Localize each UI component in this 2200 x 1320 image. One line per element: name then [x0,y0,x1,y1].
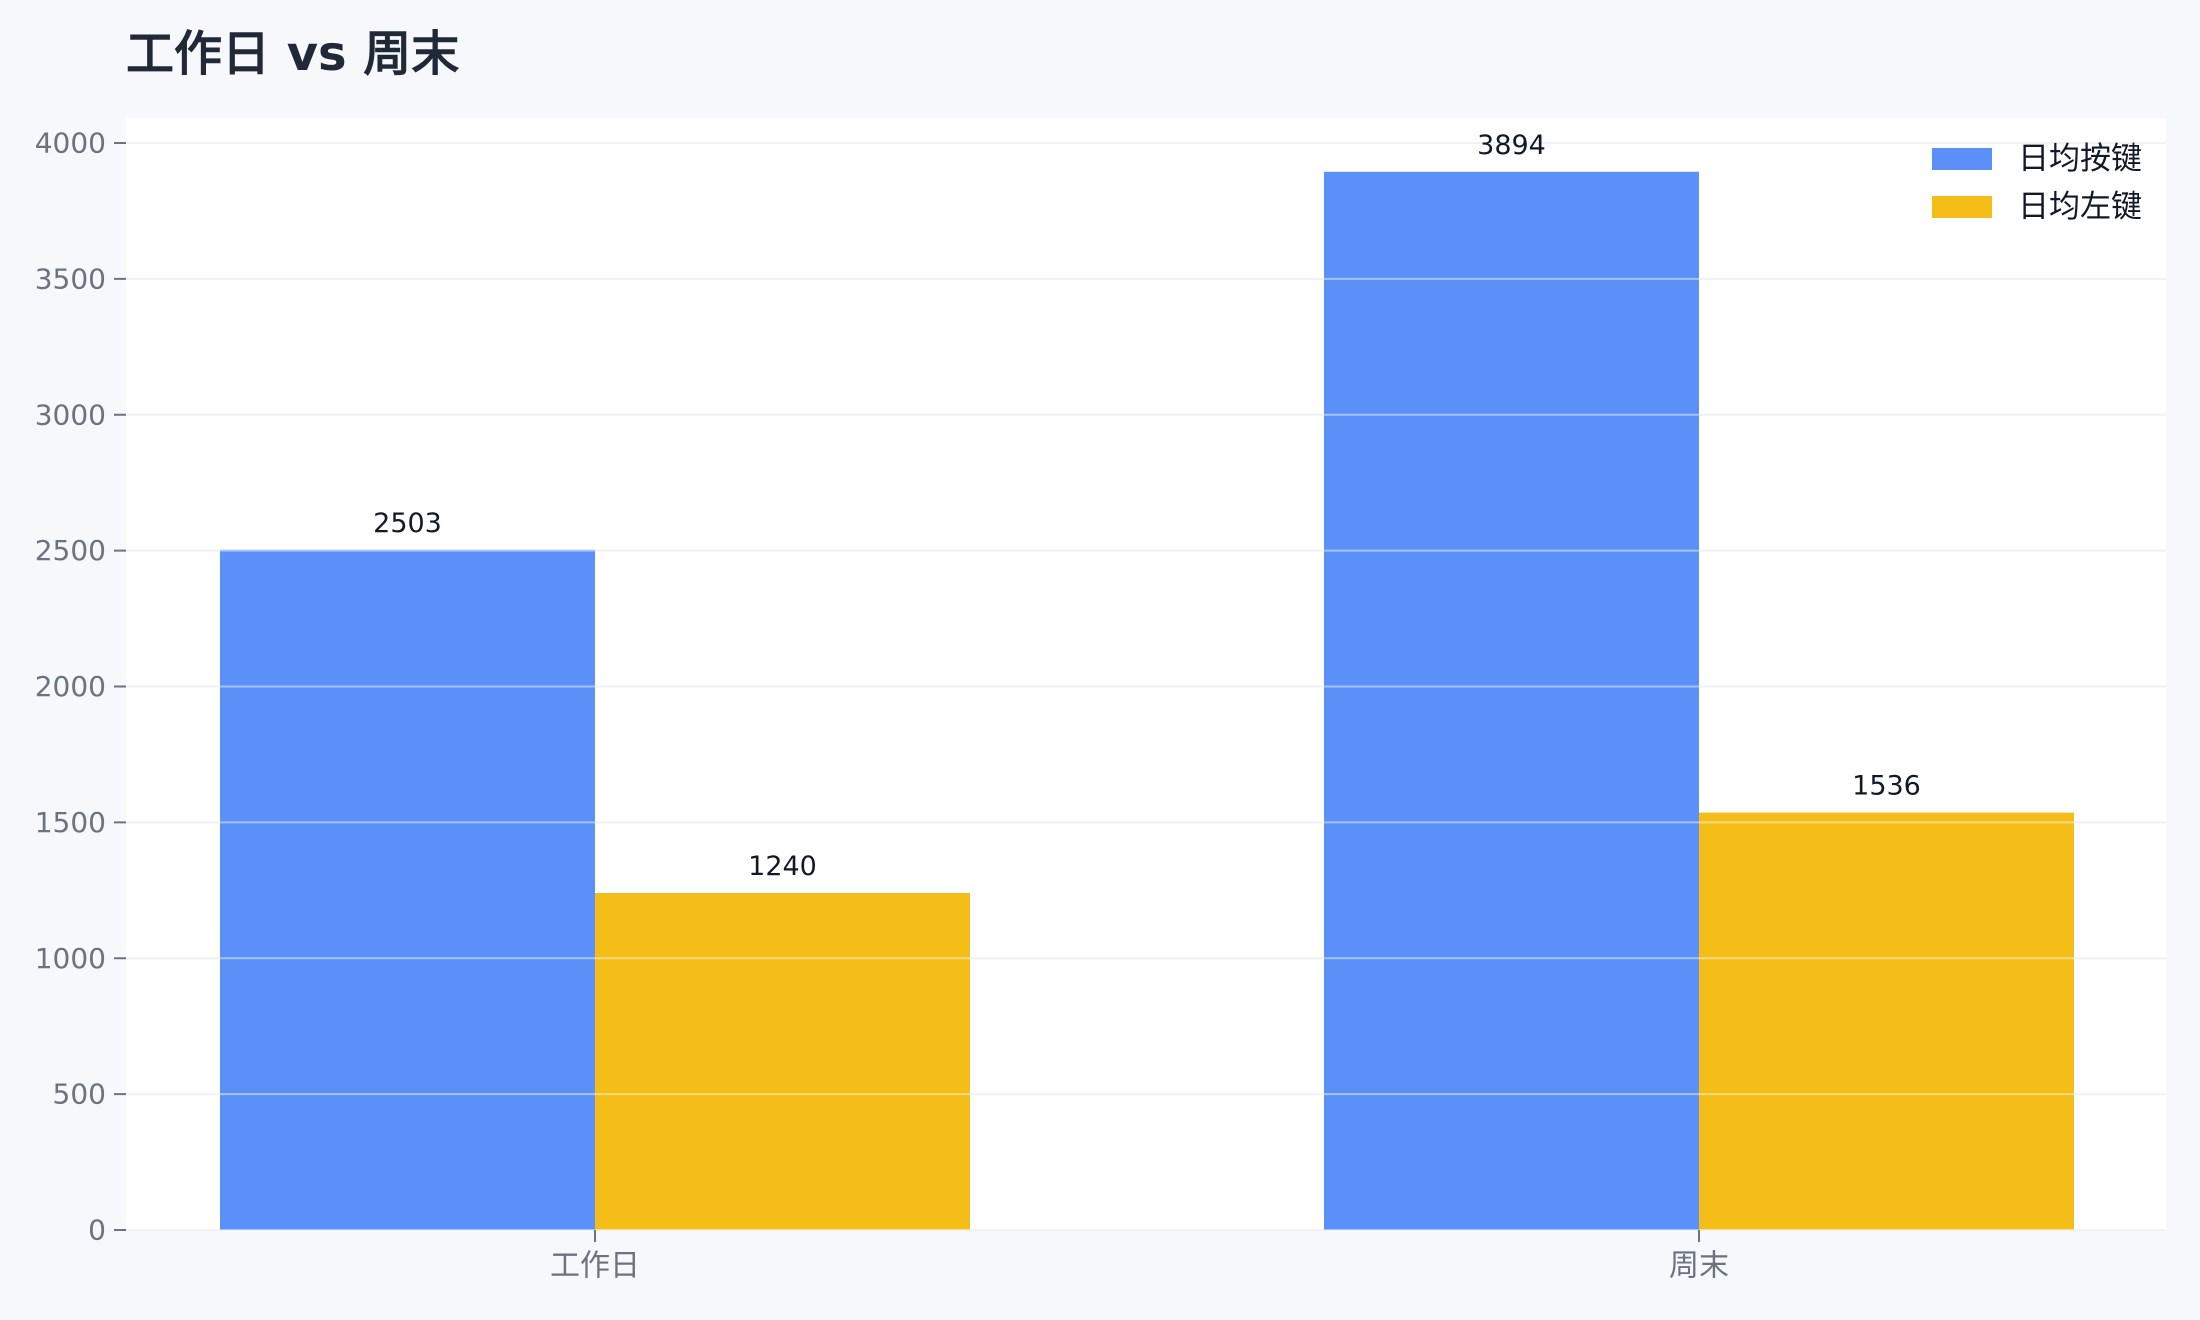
y-tick-label: 1500 [35,806,106,839]
y-tick-label: 0 [88,1214,106,1247]
x-tick-label: 周末 [1669,1249,1729,1284]
data-labels: 2503 1240 3894 1536 [373,130,1921,882]
legend-item[interactable]: 日均按键 [1932,141,2142,177]
bar-value-label: 3894 [1477,130,1546,161]
legend-label: 日均左键 [2018,189,2142,225]
y-tick-label: 500 [53,1078,106,1111]
bars [220,171,2074,1230]
grid-overlay [126,142,2166,1231]
legend-swatch [1932,196,1992,218]
y-tick-label: 3500 [35,262,106,295]
bar-left-click-weekday[interactable] [595,893,970,1230]
bar-keystrokes-weekend[interactable] [1324,171,1699,1230]
y-tick-label: 2500 [35,534,106,567]
chart-title: 工作日 vs 周末 [126,26,460,82]
bar-value-label: 1240 [748,851,817,882]
legend-item[interactable]: 日均左键 [1932,189,2142,225]
y-tick-label: 3000 [35,398,106,431]
bar-value-label: 1536 [1852,771,1921,802]
bar-left-click-weekend[interactable] [1699,812,2074,1230]
y-tick-label: 2000 [35,670,106,703]
legend-swatch [1932,148,1992,170]
y-tick-label: 4000 [35,127,106,160]
legend-label: 日均按键 [2018,141,2142,177]
y-tick-label: 1000 [35,942,106,975]
bar-value-label: 2503 [373,508,442,539]
x-tick-label: 工作日 [550,1249,640,1284]
axes: 0 500 1000 1500 2000 2500 3000 3500 4000 工作日 周末 [35,127,1729,1284]
bar-keystrokes-weekday[interactable] [220,549,595,1230]
